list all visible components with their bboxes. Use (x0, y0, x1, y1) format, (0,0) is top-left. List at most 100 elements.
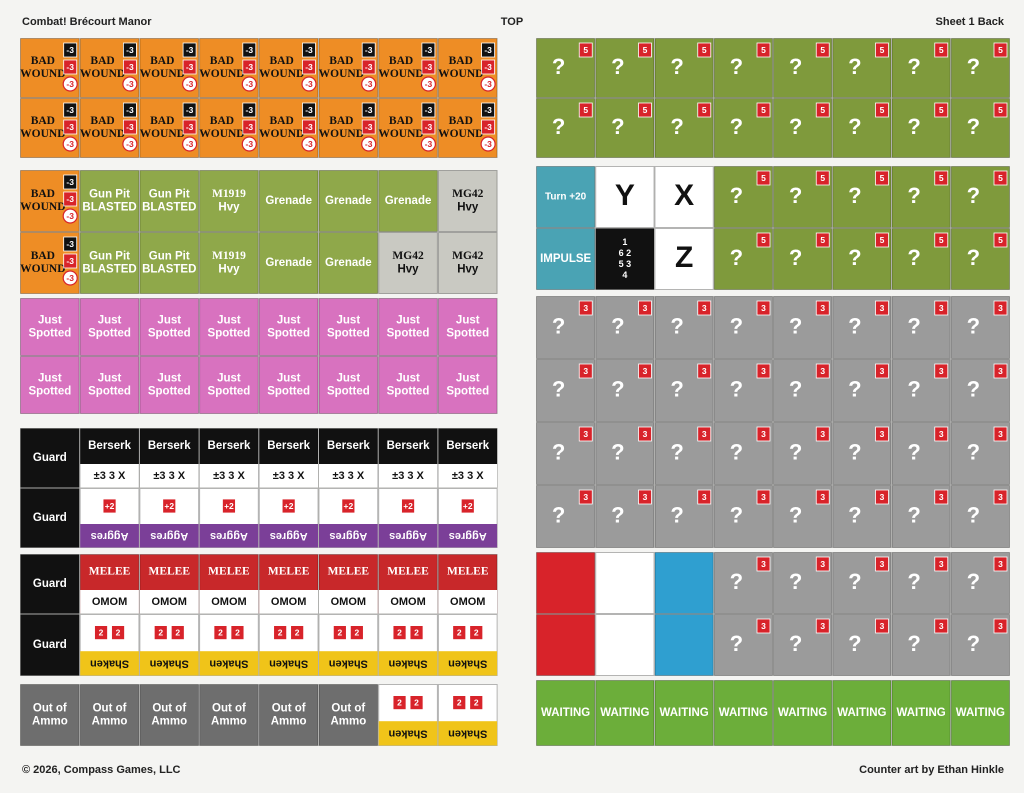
counter-label: Y (615, 179, 635, 212)
counter-label: ? (611, 313, 624, 338)
band-label: ±3 3 X (332, 470, 364, 482)
band-label: ±3 3 X (273, 470, 305, 482)
counter-label: Just (337, 373, 361, 385)
band-label: Shaken (329, 658, 368, 670)
badge-label: 3 (583, 303, 588, 313)
counter-label: WOUND (378, 68, 423, 80)
counter-label: M1919 (212, 188, 246, 200)
badge-label: 3 (939, 303, 944, 313)
badge-label: 5 (998, 235, 1003, 245)
counter-label: BAD (389, 55, 413, 67)
counter-label: Out of (33, 703, 67, 715)
band-label: OMOM (211, 596, 246, 608)
badge-label: 3 (880, 492, 885, 502)
counter-label: ? (907, 439, 920, 464)
badge (170, 625, 185, 640)
counter-label: Turn +20 (545, 192, 587, 203)
counter-band (139, 651, 199, 676)
counter: ?5 (713, 38, 773, 98)
counter: ?5 (713, 166, 773, 228)
counter: Berserk ±3 3 X (318, 428, 379, 488)
counter: WAITING (891, 680, 951, 746)
counter-face (139, 684, 200, 746)
counter: Turn +20 (536, 166, 596, 228)
counter-label: ? (730, 183, 743, 208)
counter: +2 Aggres (199, 488, 259, 548)
badge (242, 119, 257, 135)
counter: ?3 (595, 296, 655, 359)
badge (993, 42, 1008, 58)
counter-label: ? (907, 631, 920, 656)
counter-face (79, 232, 140, 294)
badge (332, 625, 347, 640)
badge-label: 2 (354, 627, 359, 637)
badge-label: 3 (939, 492, 944, 502)
badge-label: -3 (484, 62, 492, 72)
badge (273, 625, 288, 640)
counter-face (891, 422, 951, 485)
badge-label: 3 (643, 366, 648, 376)
counter-face (20, 298, 80, 356)
badge-label: -3 (365, 139, 373, 149)
badge (392, 695, 407, 710)
counter: MG42 Hvy (437, 170, 498, 232)
counter: ?5 (891, 228, 951, 290)
badge-label: 2 (218, 627, 223, 637)
counter-face (891, 680, 951, 746)
counter-label: Just (456, 373, 480, 385)
band-label: Aggres (150, 530, 188, 542)
counter-label: ? (848, 502, 861, 527)
counter-label: Just (277, 315, 301, 327)
counter-band (319, 464, 378, 488)
badge (934, 618, 949, 634)
badge (934, 363, 949, 379)
band-label: Aggres (329, 530, 367, 542)
counter-label: Berserk (387, 440, 430, 452)
counter-face (258, 170, 319, 232)
badge (480, 136, 496, 152)
band-label: OMOM (331, 596, 366, 608)
counter: +2 Aggres (318, 488, 379, 548)
counter-label: Gun Pit (149, 189, 190, 201)
badge (756, 556, 771, 572)
counter: ?3 (891, 296, 951, 359)
band-label: Shaken (269, 658, 308, 670)
counter-label: MELEE (387, 566, 429, 578)
counter: MELEE OMOM (437, 554, 498, 614)
badge-label: 3 (998, 559, 1003, 569)
counter-label: Ammo (32, 716, 68, 728)
counter-band (259, 590, 318, 614)
counter-label: Spotted (267, 328, 310, 340)
badge-label: 2 (474, 697, 479, 707)
badge (934, 556, 949, 572)
counter: WAITING (536, 680, 596, 746)
band-label: OMOM (92, 596, 127, 608)
badge-label: 3 (583, 366, 588, 376)
counter-label: WOUND (20, 68, 65, 80)
badge (756, 42, 771, 58)
counter: MG42 Hvy (378, 232, 438, 294)
counter-face (437, 298, 498, 356)
counter-face (654, 228, 714, 290)
band-label: Aggres (449, 530, 487, 542)
badge (756, 363, 771, 379)
counter: Berserk ±3 3 X (258, 428, 319, 488)
badge (638, 363, 652, 379)
counter-label: WAITING (719, 707, 768, 719)
counter-band (80, 590, 139, 614)
badge-label: -3 (186, 62, 194, 72)
counter-label: Hvy (218, 264, 240, 276)
counter-face (713, 680, 773, 746)
badge-label: -3 (186, 139, 194, 149)
badge-label: -3 (186, 122, 194, 132)
counter-face (832, 166, 892, 228)
badge (182, 42, 197, 58)
counter-face (79, 298, 140, 356)
badge-label: 3 (820, 492, 825, 502)
badge-label: -3 (66, 62, 74, 72)
badge-label: +2 (343, 501, 353, 511)
